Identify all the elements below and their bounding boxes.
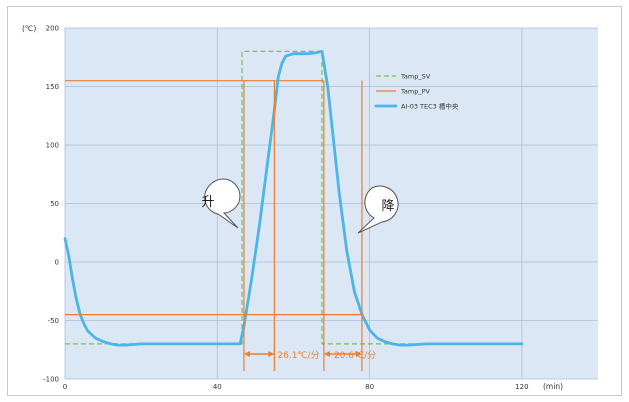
x-axis-unit-label: (min) (543, 382, 563, 391)
y-tick-label: 0 (55, 259, 59, 267)
fall-callout: 降 (357, 185, 399, 234)
rise-arrow-head-right (268, 351, 275, 357)
fall-arrow-head-right (355, 351, 362, 357)
x-axis-tick-labels: 0 40 80 120 (63, 383, 529, 391)
fall-arrow-head-left (323, 351, 330, 357)
fall-callout-shape (357, 185, 399, 234)
rise-arrow (243, 351, 275, 357)
x-tick-label: 120 (515, 383, 528, 391)
legend-label-3: AI-03 TEC3 槽中央 (401, 102, 459, 111)
rise-callout-shape (204, 178, 241, 229)
fall-arrow (323, 351, 362, 357)
legend-label-2: Tamp_PV (400, 88, 431, 96)
rise-arrow-head-left (243, 351, 250, 357)
fall-callout-text: 降 (381, 199, 394, 214)
legend: Tamp_SV Tamp_PV AI-03 TEC3 槽中央 (374, 73, 459, 111)
x-tick-label: 80 (365, 383, 374, 391)
y-tick-label: 50 (50, 200, 59, 208)
y-axis-tick-labels: -100 -50 0 50 100 150 200 (43, 25, 59, 384)
y-tick-label: -50 (48, 317, 59, 325)
rise-callout: 升 (201, 178, 241, 229)
y-tick-label: 150 (46, 83, 59, 91)
legend-label-1: Tamp_SV (400, 73, 431, 81)
rate-arrows (243, 351, 362, 357)
y-axis-unit-label: (℃) (22, 24, 36, 33)
x-tick-label: 0 (63, 383, 67, 391)
y-tick-label: 100 (46, 142, 59, 150)
reference-lines (65, 80, 363, 371)
y-tick-label: 200 (46, 25, 59, 33)
y-tick-label: -100 (43, 376, 59, 384)
horizontal-gridlines (65, 27, 598, 380)
series-layer (63, 50, 524, 347)
series-line-3 (63, 50, 524, 347)
rise-callout-text: 升 (201, 195, 214, 210)
x-tick-label: 40 (213, 383, 222, 391)
fall-rate-label: 20.6℃/分 (334, 350, 376, 361)
rise-rate-label: 26.1℃/分 (277, 350, 319, 361)
